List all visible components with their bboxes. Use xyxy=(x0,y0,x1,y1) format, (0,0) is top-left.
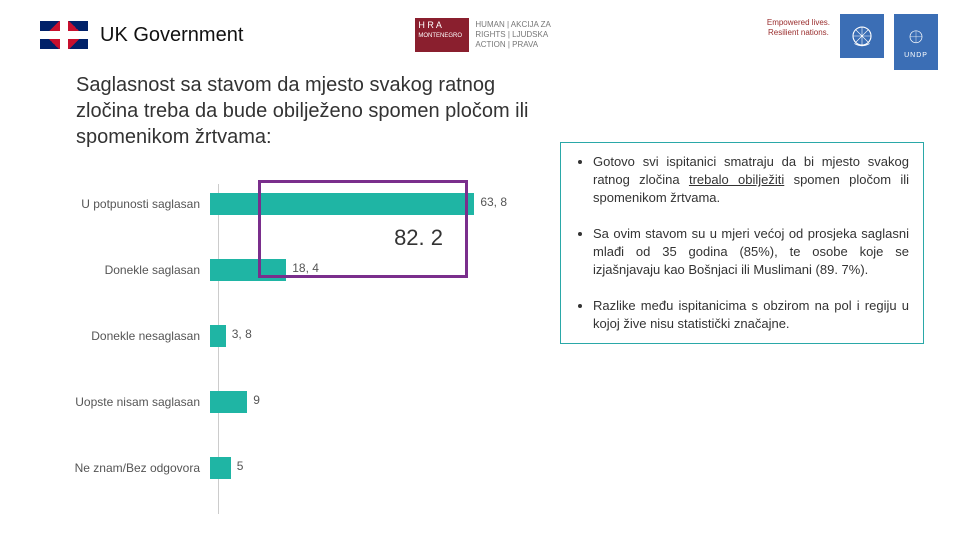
chart-bar-track: 3, 8 xyxy=(210,325,540,347)
bullet-item: Sa ovim stavom su u mjeri većoj od prosj… xyxy=(593,225,909,279)
chart-highlight-box: 82. 2 xyxy=(258,180,468,278)
chart-bar-label: Ne znam/Bez odgovora xyxy=(60,461,210,475)
chart-bar xyxy=(210,391,247,413)
chart-bar-row: Donekle nesaglasan 3, 8 xyxy=(60,316,540,356)
chart-bar-label: Uopste nisam saglasan xyxy=(60,395,210,409)
chart-bar-value: 3, 8 xyxy=(232,327,252,341)
bullet-text: Razlike među ispitanicima s obzirom na p… xyxy=(593,298,909,331)
bullet-item: Gotovo svi ispitanici smatraju da bi mje… xyxy=(593,153,909,207)
hra-initials: H R A xyxy=(418,20,466,31)
chart-bar-label: Donekle saglasan xyxy=(60,263,210,277)
undp-logo-icon: UNDP xyxy=(894,14,938,70)
undp-tagline: Empowered lives. Resilient nations. xyxy=(767,18,830,38)
chart-bar-track: 9 xyxy=(210,391,540,413)
bullet-text: Sa ovim stavom su u mjeri većoj od prosj… xyxy=(593,226,909,277)
un-logo-icon xyxy=(840,14,884,58)
hra-sub: MONTENEGRO xyxy=(418,31,466,42)
right-column: Gotovo svi ispitanici smatraju da bi mje… xyxy=(560,72,924,514)
chart-bar-track: 5 xyxy=(210,457,540,479)
bullet-item: Razlike među ispitanicima s obzirom na p… xyxy=(593,297,909,333)
uk-gov-label: UK Government xyxy=(100,24,243,47)
bullet-box: Gotovo svi ispitanici smatraju da bi mje… xyxy=(560,142,924,344)
chart-bar-row: Ne znam/Bez odgovora 5 xyxy=(60,448,540,488)
left-column: Saglasnost sa stavom da mjesto svakog ra… xyxy=(60,72,540,514)
right-logos: Empowered lives. Resilient nations. UNDP xyxy=(767,14,938,70)
chart-bar-value: 9 xyxy=(253,393,260,407)
hra-logo: H R A MONTENEGRO HUMAN | AKCIJA ZA RIGHT… xyxy=(415,18,550,52)
chart-bar xyxy=(210,457,231,479)
bullet-list: Gotovo svi ispitanici smatraju da bi mje… xyxy=(575,153,909,333)
chart-bar-label: Donekle nesaglasan xyxy=(60,329,210,343)
slide-title: Saglasnost sa stavom da mjesto svakog ra… xyxy=(60,72,540,150)
undp-label: UNDP xyxy=(904,52,928,59)
chart-bar-row: Uopste nisam saglasan 9 xyxy=(60,382,540,422)
chart-bar-value: 5 xyxy=(237,459,244,473)
chart-highlight-value: 82. 2 xyxy=(394,225,443,251)
bar-chart: U potpunosti saglasan 63, 8 Donekle saglas… xyxy=(60,184,540,514)
chart-bar xyxy=(210,325,226,347)
chart-bar-value: 63, 8 xyxy=(480,195,507,209)
hra-right-text: HUMAN | AKCIJA ZA RIGHTS | LJUDSKA ACTIO… xyxy=(475,20,550,50)
bullet-emphasis: trebalo obilježiti xyxy=(689,172,784,187)
hra-badge-icon: H R A MONTENEGRO xyxy=(415,18,469,52)
uk-flag-icon xyxy=(40,21,88,49)
content-row: Saglasnost sa stavom da mjesto svakog ra… xyxy=(0,62,960,514)
chart-bar-label: U potpunosti saglasan xyxy=(60,197,210,211)
